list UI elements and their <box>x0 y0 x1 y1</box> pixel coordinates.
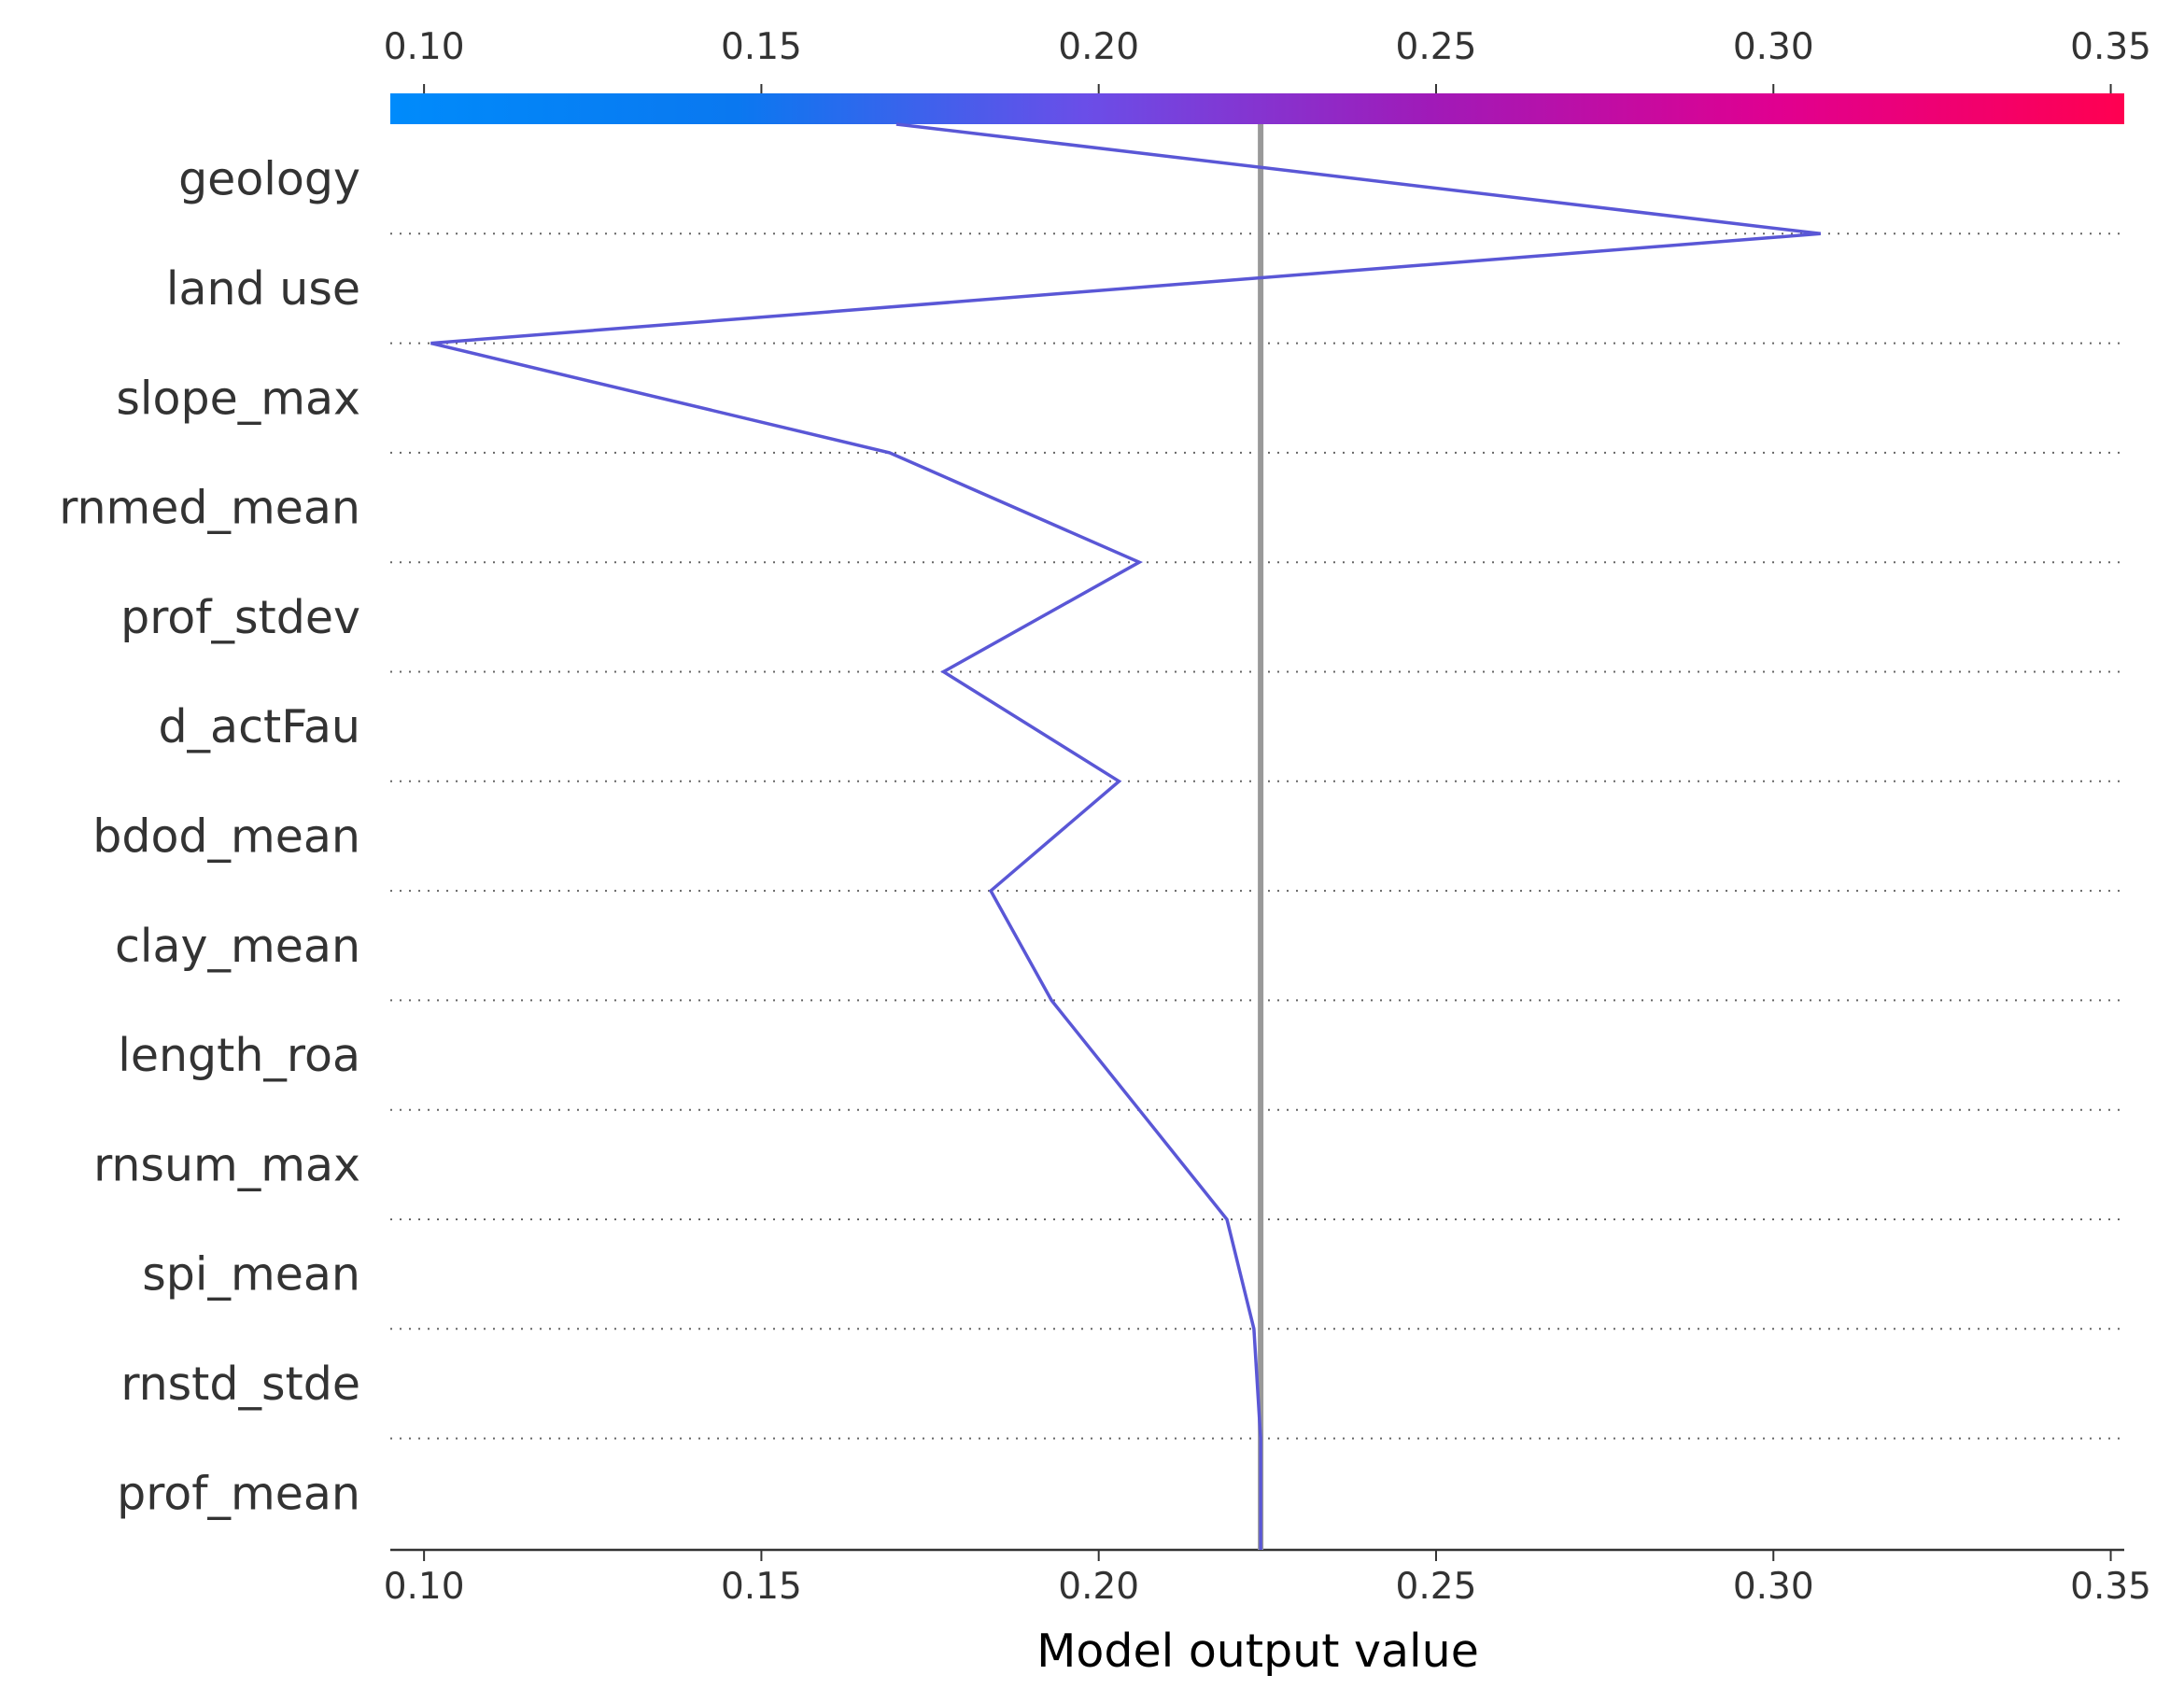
feature-label: land use <box>166 262 360 316</box>
row-gridlines <box>390 232 2124 1440</box>
x-axis-title: Model output value <box>1036 1625 1479 1678</box>
feature-label: length_roa <box>118 1029 360 1082</box>
x-tick-label: 0.15 <box>721 1566 802 1608</box>
feature-label: bdod_mean <box>92 809 360 863</box>
feature-label: clay_mean <box>115 920 360 973</box>
feature-label: prof_mean <box>117 1467 360 1520</box>
colorbar-tick-label: 0.30 <box>1733 26 1814 68</box>
x-tick-label: 0.35 <box>2070 1566 2151 1608</box>
colorbar-tick-label: 0.10 <box>384 26 465 68</box>
feature-label: geology <box>178 153 360 206</box>
colorbar-tick-label: 0.15 <box>721 26 802 68</box>
x-tick-label: 0.20 <box>1058 1566 1139 1608</box>
colorbar-tick-label: 0.35 <box>2070 26 2151 68</box>
colorbar: 0.10 0.15 0.20 0.25 0.30 0.35 <box>384 26 2151 124</box>
colorbar-tick-label: 0.25 <box>1396 26 1477 68</box>
feature-label: rnmed_mean <box>59 482 360 535</box>
feature-label: slope_max <box>116 372 360 425</box>
x-tick-label: 0.30 <box>1733 1566 1814 1608</box>
feature-label: rnsum_max <box>93 1138 360 1191</box>
decision-path <box>430 122 1822 1550</box>
feature-label: prof_stdev <box>120 591 360 644</box>
x-tick-label: 0.10 <box>384 1566 465 1608</box>
decision-path-line <box>430 122 1822 1550</box>
feature-label: d_actFau <box>158 700 360 753</box>
colorbar-gradient <box>390 93 2124 124</box>
feature-label: spi_mean <box>142 1248 360 1302</box>
x-tick-label: 0.25 <box>1396 1566 1477 1608</box>
feature-label: rnstd_stde <box>120 1358 360 1411</box>
feature-labels: geology land use slope_max rnmed_mean prof_s… <box>59 153 360 1521</box>
x-axis: 0.10 0.15 0.20 0.25 0.30 0.35 <box>384 1548 2151 1608</box>
colorbar-tick-label: 0.20 <box>1058 26 1139 68</box>
